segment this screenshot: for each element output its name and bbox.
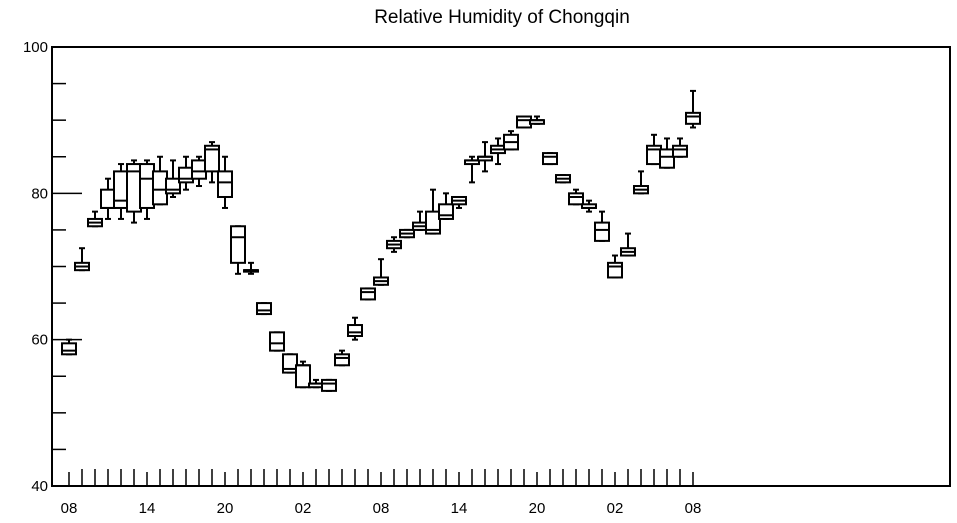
box-plot-14: [243, 261, 259, 275]
box-plot-43: [620, 232, 636, 257]
box-plot-15: [256, 302, 272, 316]
box-plot-8: [165, 159, 181, 198]
iqr-box: [100, 188, 116, 209]
box-plot-17: [282, 353, 298, 374]
iqr-box: [204, 144, 220, 173]
x-tick-label: 08: [373, 500, 390, 517]
box-plot-6: [139, 159, 155, 220]
box-plot-12: [217, 155, 233, 209]
box-plot-35: [516, 115, 532, 129]
iqr-box: [217, 170, 233, 198]
y-tick-label: 100: [23, 39, 48, 56]
box-plot-1: [74, 247, 90, 272]
iqr-box: [659, 148, 675, 169]
x-tick-label: 08: [685, 500, 702, 517]
iqr-box: [672, 144, 688, 158]
box-plot-45: [646, 133, 662, 166]
box-plot-4: [113, 163, 129, 220]
iqr-box: [685, 111, 701, 125]
iqr-box: [269, 331, 285, 352]
iqr-box: [113, 170, 129, 209]
iqr-box: [256, 302, 272, 316]
box-plot-10: [191, 155, 207, 188]
iqr-box: [516, 115, 532, 129]
iqr-box: [191, 159, 207, 180]
box-plot-11: [204, 141, 220, 184]
y-axis: 40 60 80 100: [23, 39, 82, 495]
iqr-box: [438, 203, 454, 220]
iqr-box: [61, 342, 77, 356]
box-plot-32: [477, 141, 493, 173]
box-plot-20: [321, 378, 337, 392]
box-plot-7: [152, 155, 168, 206]
iqr-box: [607, 261, 623, 279]
box-plot-47: [672, 137, 688, 158]
iqr-box: [139, 163, 155, 209]
x-tick-label: 14: [139, 500, 156, 517]
box-plot-26: [399, 228, 415, 239]
y-tick-label: 40: [31, 478, 48, 495]
iqr-box: [568, 192, 584, 206]
box-plot-41: [594, 210, 610, 242]
iqr-box: [152, 170, 168, 206]
x-tick-label: 02: [607, 500, 624, 517]
box-plot-16: [269, 331, 285, 352]
x-tick-label: 08: [61, 500, 78, 517]
x-axis: 08 14 20 02 08 14 20 02 08: [61, 469, 702, 517]
box-plot-37: [542, 152, 558, 166]
box-plot-25: [386, 236, 402, 253]
iqr-box: [321, 378, 337, 392]
box-plot-39: [568, 188, 584, 206]
box-plot-44: [633, 170, 649, 195]
box-plot-31: [464, 155, 480, 184]
box-plot-5: [126, 159, 142, 224]
box-plot-24: [373, 258, 389, 286]
box-plot-28: [425, 188, 441, 235]
box-plot-22: [347, 316, 363, 341]
iqr-box: [425, 210, 441, 235]
box-plot-23: [360, 287, 376, 301]
box-plot-9: [178, 155, 194, 191]
box-plot-36: [529, 115, 545, 125]
iqr-box: [230, 225, 246, 264]
iqr-box: [334, 353, 350, 367]
box-plot-13: [230, 225, 246, 275]
x-tick-label: 02: [295, 500, 312, 517]
box-plot-21: [334, 349, 350, 367]
iqr-box: [178, 166, 194, 184]
box-series: [61, 89, 701, 392]
box-plot-0: [61, 338, 77, 356]
iqr-box: [594, 221, 610, 242]
iqr-box: [165, 177, 181, 195]
x-tick-label: 20: [217, 500, 234, 517]
iqr-box: [347, 324, 363, 338]
box-plot-40: [581, 199, 597, 213]
y-tick-label: 80: [31, 185, 48, 202]
box-plot-38: [555, 174, 571, 184]
iqr-box: [542, 152, 558, 166]
box-plot-2: [87, 210, 103, 228]
box-plot-34: [503, 130, 519, 151]
box-plot-30: [451, 195, 467, 209]
chart-title: Relative Humidity of Chongqin: [374, 7, 630, 28]
box-plot-33: [490, 137, 506, 166]
box-plot-46: [659, 137, 675, 169]
x-tick-label: 20: [529, 500, 546, 517]
box-plot-27: [412, 210, 428, 231]
x-tick-label: 14: [451, 500, 468, 517]
y-tick-label: 60: [31, 332, 48, 349]
box-plot-18: [295, 360, 311, 389]
box-plot-42: [607, 254, 623, 279]
box-plot-19: [308, 378, 324, 389]
box-plot-48: [685, 89, 701, 129]
box-plot-29: [438, 192, 454, 220]
iqr-box: [360, 287, 376, 301]
iqr-box: [295, 364, 311, 389]
plot-frame: [51, 46, 951, 487]
box-plot-3: [100, 177, 116, 220]
